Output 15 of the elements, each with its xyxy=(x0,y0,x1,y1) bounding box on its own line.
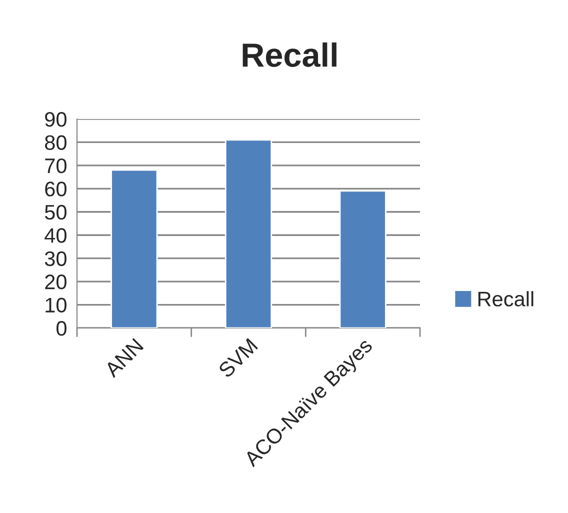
y-tick-label: 20 xyxy=(45,274,66,290)
y-tick-label: 80 xyxy=(45,135,66,150)
y-tick-label: 60 xyxy=(45,182,66,196)
y-tick-label: 0 xyxy=(56,321,66,336)
y-tick-label: 50 xyxy=(44,204,66,220)
y-tick-label: 10 xyxy=(46,298,66,313)
y-tick-label: 70 xyxy=(45,158,66,174)
bar xyxy=(110,169,158,328)
legend-label: Recall xyxy=(478,291,534,306)
bar xyxy=(339,190,386,328)
y-tick-label: 30 xyxy=(44,251,66,266)
y-tick-label: 40 xyxy=(44,228,66,243)
bar xyxy=(224,139,272,328)
y-tick-label: 90 xyxy=(45,112,66,127)
chart-title: Recall xyxy=(242,42,336,67)
